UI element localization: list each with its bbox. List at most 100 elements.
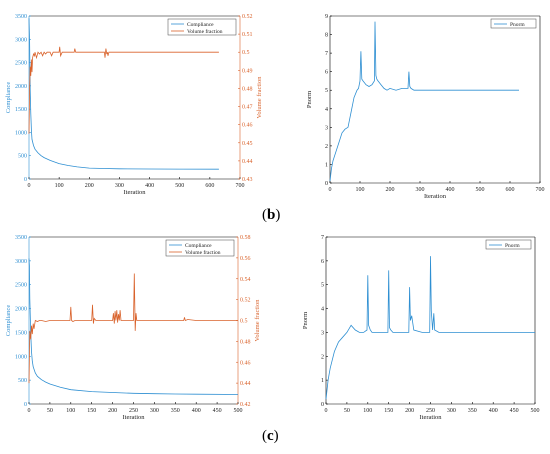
- c-right-x-tick-label: 500: [531, 408, 540, 414]
- c-left-y-right-tick-label: 0.44: [240, 381, 251, 387]
- b-right-y-tick-label: 0: [325, 181, 328, 187]
- b-left-y-right-axis-label: Volume fraction: [256, 76, 263, 119]
- b-right-y-tick-label: 1: [325, 162, 328, 168]
- b-left-x-tick-label: 600: [205, 183, 214, 189]
- c-left-y-right-tick-label: 0.58: [240, 235, 251, 241]
- c-left-series-0-line: [28, 258, 239, 395]
- b-right-x-tick-label: 300: [416, 187, 425, 193]
- c-right-y-tick-label: 1: [321, 378, 324, 384]
- b-right-x-tick-label: 600: [506, 187, 515, 193]
- c-left-y-axis-label: Compliance: [5, 305, 12, 337]
- c-left-x-tick-label: 350: [171, 408, 180, 414]
- c-left-x-tick-label: 300: [150, 408, 159, 414]
- b-left-y-tick-label: 2000: [15, 84, 27, 90]
- panel-label-c-letter: c: [267, 428, 274, 444]
- c-left-y-right-tick-label: 0.42: [240, 402, 251, 408]
- c-left-y-right-tick-label: 0.56: [240, 256, 251, 262]
- c-right-y-axis-label: Pnorm: [302, 312, 309, 329]
- c-right-x-axis-label: Iteration: [419, 414, 442, 421]
- b-right-x-tick-label: 0: [329, 187, 332, 193]
- panel-label-b-letter: b: [267, 207, 276, 223]
- c-left-x-tick-label: 400: [192, 408, 201, 414]
- b-left-y-tick-label: 1000: [15, 130, 27, 136]
- b-left-legend-label-1: Volume fraction: [187, 28, 223, 35]
- c-right-y-tick-label: 7: [321, 235, 324, 241]
- c-right-x-tick-label: 200: [405, 408, 414, 414]
- c-right-x-tick-label: 350: [468, 408, 477, 414]
- c-left-y-tick-label: 2500: [15, 283, 27, 289]
- b-right-series-0-line: [329, 21, 519, 182]
- b-left-y-right-tick-label: 0.44: [242, 159, 253, 165]
- b-right-y-tick-label: 2: [325, 144, 328, 150]
- b-left-y-axis-label: Compliance: [5, 82, 12, 114]
- c-right-y-tick-label: 4: [321, 307, 324, 313]
- b-left-x-axis-label: Iteration: [123, 189, 146, 196]
- b-left-y-right-tick-label: 0.5: [242, 50, 250, 56]
- c-left-y-right-tick-label: 0.54: [240, 277, 251, 283]
- c-right-x-tick-label: 50: [344, 408, 350, 414]
- b-left-x-tick-label: 100: [55, 183, 64, 189]
- c-left-y-right-axis-label: Volume fraction: [254, 299, 261, 342]
- c-left-y-tick-label: 2000: [15, 307, 27, 313]
- b-left-y-right-tick-label: 0.46: [242, 123, 253, 129]
- c-right-y-tick-label: 2: [321, 354, 324, 360]
- c-right-x-tick-label: 100: [363, 408, 372, 414]
- b-left-y-right-tick-label: 0.45: [242, 141, 253, 147]
- b-right-x-axis-label: Iteration: [424, 193, 447, 200]
- c-right-legend-label-0: Pnorm: [505, 243, 520, 249]
- c-left-y-right-tick-label: 0.52: [240, 298, 251, 304]
- panel-label-c: (c): [262, 428, 279, 444]
- c-left-legend-box: [165, 239, 235, 257]
- c-right-y-tick-label: 0: [321, 402, 324, 408]
- c-right-x-tick-label: 450: [510, 408, 519, 414]
- c-right-x-tick-label: 300: [447, 408, 456, 414]
- b-right-y-tick-label: 9: [325, 14, 328, 20]
- b-right-y-tick-label: 4: [325, 107, 328, 113]
- b-left-y-tick-label: 2500: [15, 61, 27, 67]
- c-left-x-tick-label: 450: [213, 408, 222, 414]
- b-left-x-tick-label: 300: [115, 183, 124, 189]
- b-left-y-right-tick-label: 0.51: [242, 32, 253, 38]
- c-right-y-tick-label: 6: [321, 259, 324, 265]
- c-left-x-tick-label: 0: [28, 408, 31, 414]
- c-left-x-tick-label: 250: [129, 408, 138, 414]
- b-right-y-tick-label: 6: [325, 70, 328, 76]
- b-right-y-tick-label: 3: [325, 125, 328, 131]
- b-left-y-tick-label: 1500: [15, 107, 27, 113]
- c-left-x-tick-label: 500: [234, 408, 243, 414]
- c-left-x-tick-label: 200: [108, 408, 117, 414]
- b-left-y-tick-label: 3500: [15, 14, 27, 20]
- b-right-x-tick-label: 400: [446, 187, 455, 193]
- b-left-x-tick-label: 400: [145, 183, 154, 189]
- c-left-y-tick-label: 1500: [15, 330, 27, 336]
- b-left-legend-box: [167, 18, 237, 36]
- panel-label-b: (b): [262, 207, 281, 223]
- b-left-x-tick-label: 0: [28, 183, 31, 189]
- c-left-y-tick-label: 0: [24, 402, 27, 408]
- b-left-y-tick-label: 500: [18, 154, 27, 160]
- b-left-series-1-line: [28, 46, 219, 134]
- b-left-y-right-tick-label: 0.48: [242, 86, 253, 92]
- b-left-y-right-tick-label: 0.47: [242, 105, 253, 111]
- b-right-y-tick-label: 5: [325, 88, 328, 94]
- b-right-legend-box: [490, 18, 537, 29]
- c-right-x-tick-label: 150: [384, 408, 393, 414]
- c-right-y-tick-label: 3: [321, 330, 324, 336]
- b-right-x-tick-label: 700: [536, 187, 545, 193]
- b-left-x-tick-label: 500: [175, 183, 184, 189]
- b-left-y-right-tick-label: 0.49: [242, 68, 253, 74]
- c-left-x-tick-label: 150: [87, 408, 96, 414]
- c-right-x-tick-label: 250: [426, 408, 435, 414]
- c-right-series-0-line: [325, 256, 535, 400]
- b-left-y-right-tick-label: 0.43: [242, 177, 253, 183]
- c-left-y-tick-label: 3500: [15, 235, 27, 241]
- c-right-y-tick-label: 5: [321, 283, 324, 289]
- c-left-y-right-tick-label: 0.48: [240, 339, 251, 345]
- b-left-legend-label-0: Compliance: [187, 22, 214, 28]
- c-left-y-right-tick-label: 0.5: [240, 319, 248, 325]
- c-left-x-tick-label: 100: [66, 408, 75, 414]
- c-left-series-1-line: [28, 273, 238, 384]
- b-left-x-tick-label: 700: [236, 183, 245, 189]
- b-left-series-0-line: [28, 18, 219, 170]
